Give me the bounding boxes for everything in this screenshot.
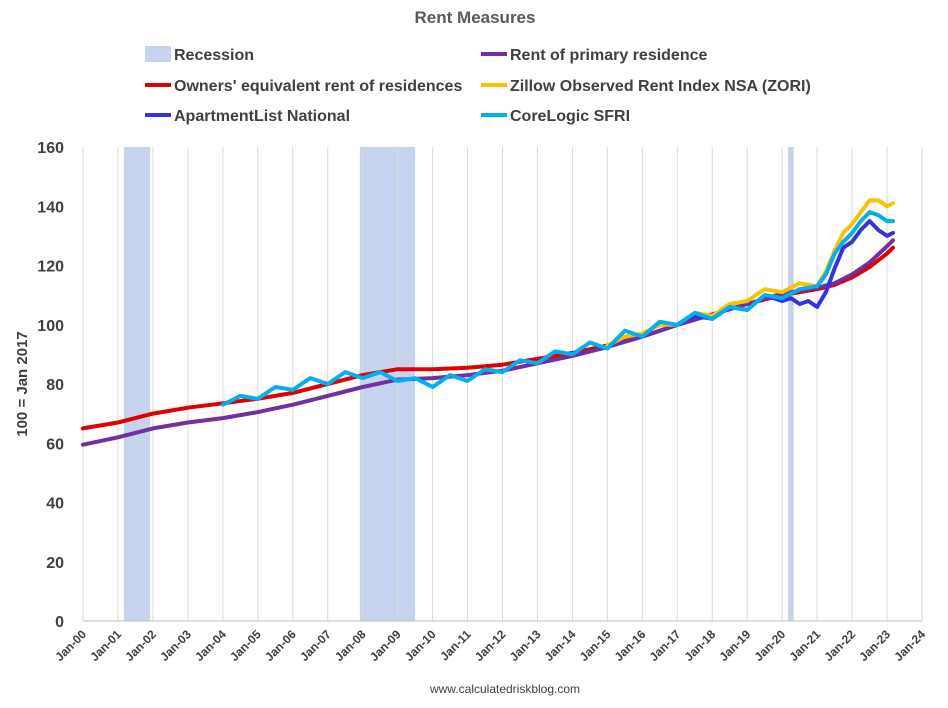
series-line-rent-of-primary-residence: [81, 238, 895, 447]
legend-label-apartmentlist-national: ApartmentList National: [174, 108, 350, 125]
y-tick-label-120: 120: [37, 259, 64, 276]
recession-band-1: [123, 147, 151, 621]
legend-label-corelogic-sfri: CoreLogic SFRI: [510, 108, 630, 125]
gridlines: [82, 147, 923, 621]
y-tick-label-80: 80: [46, 377, 64, 394]
y-axis-label: 100 = Jan 2017: [14, 331, 31, 437]
source-credit: www.calculatedriskblog.com: [429, 682, 580, 696]
legend-label-rent-of-primary-residence: Rent of primary residence: [510, 47, 708, 64]
legend-label-owners-equivalent-rent-of-residences: Owners' equivalent rent of residences: [174, 78, 462, 95]
legend-label-zillow-observed-rent-index-nsa-zori: Zillow Observed Rent Index NSA (ZORI): [510, 78, 811, 95]
y-tick-label-20: 20: [46, 555, 64, 572]
legend-swatch-recession: [145, 46, 171, 62]
legend-label-recession: Recession: [174, 47, 254, 64]
legend: Recession Rent of primary residence Owners…: [145, 46, 811, 125]
series-lines: [81, 198, 895, 447]
y-tick-label-0: 0: [55, 614, 64, 631]
y-tick-label-40: 40: [46, 496, 64, 513]
recession-band-3: [788, 147, 794, 621]
y-tick-label-100: 100: [37, 318, 64, 335]
y-tick-label-140: 140: [37, 199, 64, 216]
series-line-corelogic-sfri: [220, 210, 895, 407]
y-tick-label-60: 60: [46, 436, 64, 453]
y-tick-label-160: 160: [37, 140, 64, 157]
chart-title: Rent Measures: [415, 8, 536, 27]
